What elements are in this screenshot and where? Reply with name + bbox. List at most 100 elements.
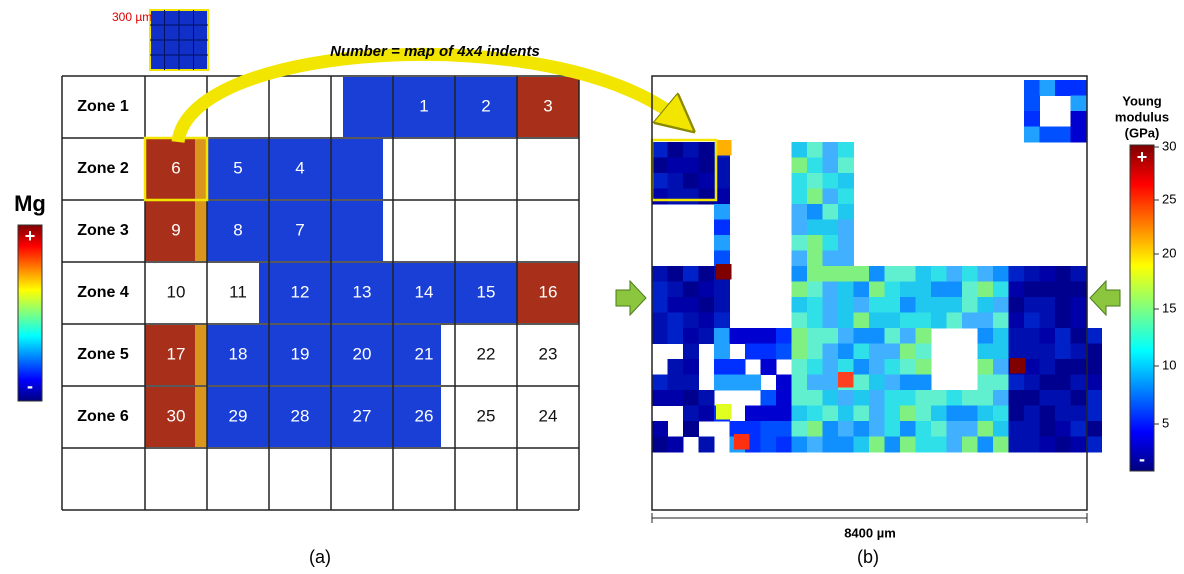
heat-cell — [745, 421, 761, 437]
heat-cell — [977, 266, 994, 282]
heat-cell — [915, 405, 932, 422]
heat-cell — [915, 390, 932, 406]
heat-cell — [1039, 436, 1056, 453]
heat-cell — [1070, 405, 1087, 422]
heat-cell — [652, 312, 668, 329]
indent-map — [393, 263, 455, 323]
heat-cell — [1024, 95, 1040, 112]
heat-cell — [1070, 266, 1087, 282]
ym-max: + — [1137, 147, 1148, 167]
heat-cell — [900, 281, 916, 298]
scale-label: 8400 µm — [844, 525, 896, 540]
cell-number: 25 — [477, 406, 496, 425]
heat-cell — [1024, 111, 1040, 127]
heat-cell — [698, 188, 715, 205]
heat-cell — [915, 343, 932, 360]
heat-cell — [838, 312, 854, 329]
heat-cell — [822, 312, 839, 329]
heat-cell — [791, 266, 808, 282]
heat-cell — [667, 281, 684, 298]
heat-cell — [667, 374, 684, 391]
heat-cell — [900, 436, 916, 453]
heat-cell — [822, 142, 839, 158]
heat-cell — [869, 266, 885, 282]
heat-cell — [962, 405, 978, 422]
cell-number: 3 — [543, 96, 552, 115]
heat-cell — [884, 297, 901, 313]
heat-cell — [1008, 374, 1025, 391]
heat-cell — [714, 281, 730, 298]
map-edge — [195, 387, 207, 447]
heat-cell — [1070, 281, 1087, 298]
heat-cell — [869, 421, 885, 437]
heat-cell — [1055, 343, 1071, 360]
heat-cell — [1024, 421, 1040, 437]
mg-max: + — [25, 226, 36, 246]
heat-cell — [667, 390, 684, 406]
heat-cell — [1039, 405, 1056, 422]
heat-cell — [822, 359, 839, 375]
heat-cell — [915, 436, 932, 453]
heat-cell — [853, 343, 870, 360]
heat-cell — [714, 297, 730, 313]
heat-cell — [791, 374, 808, 391]
indent-map — [517, 263, 579, 323]
cell-number: 18 — [229, 344, 248, 363]
heat-cell — [1055, 80, 1071, 96]
heat-cell — [977, 312, 994, 329]
heat-cell — [1024, 374, 1040, 391]
heat-cell — [838, 328, 854, 344]
heat-cell — [667, 359, 684, 375]
heat-cell — [667, 436, 684, 453]
indent-map — [455, 77, 517, 137]
heat-cell — [1070, 421, 1087, 437]
heat-cell — [714, 343, 730, 360]
ym-min: - — [1139, 449, 1145, 469]
heat-cell — [1055, 297, 1071, 313]
heat-cell — [822, 188, 839, 205]
heat-cell — [1086, 405, 1102, 422]
heat-cell — [776, 328, 792, 344]
ym-title: modulus — [1115, 109, 1169, 124]
heat-cell — [822, 157, 839, 174]
heat-cell — [1039, 390, 1056, 406]
heat-cell — [1039, 266, 1056, 282]
heat-cell — [776, 390, 792, 406]
indent-map — [331, 263, 393, 323]
heat-cell — [962, 266, 978, 282]
heat-cell — [993, 436, 1009, 453]
heat-cell — [1070, 80, 1087, 96]
cell-number: 19 — [291, 344, 310, 363]
heat-cell — [807, 328, 823, 344]
heat-cell — [946, 421, 963, 437]
indent-map — [343, 77, 455, 137]
heat-cell — [652, 142, 668, 158]
heat-cell — [1024, 312, 1040, 329]
heat-cell — [884, 343, 901, 360]
heat-cell — [1024, 359, 1040, 375]
heat-cell — [900, 374, 916, 391]
heat-cell — [683, 421, 699, 437]
heat-cell — [915, 297, 932, 313]
indent-map — [517, 77, 579, 137]
tick-label: 10 — [1162, 357, 1176, 372]
heat-cell — [791, 328, 808, 344]
heat-cell — [791, 250, 808, 267]
heat-cell — [683, 328, 699, 344]
heat-cell — [667, 328, 684, 344]
heat-cell — [838, 297, 854, 313]
heat-cell — [1070, 95, 1087, 112]
inset-grid — [150, 10, 208, 70]
heat-cell — [838, 405, 854, 422]
heat-cell — [946, 297, 963, 313]
heat-cell — [884, 359, 901, 375]
heat-cell — [1008, 436, 1025, 453]
arrow-caption: Number = map of 4x4 indents — [330, 43, 540, 60]
indent-map — [393, 325, 441, 385]
heat-cell — [993, 421, 1009, 437]
heat-cell — [884, 405, 901, 422]
ym-title: (GPa) — [1125, 125, 1160, 140]
mg-colorbar — [17, 224, 43, 402]
zone-label: Zone 5 — [77, 346, 129, 363]
